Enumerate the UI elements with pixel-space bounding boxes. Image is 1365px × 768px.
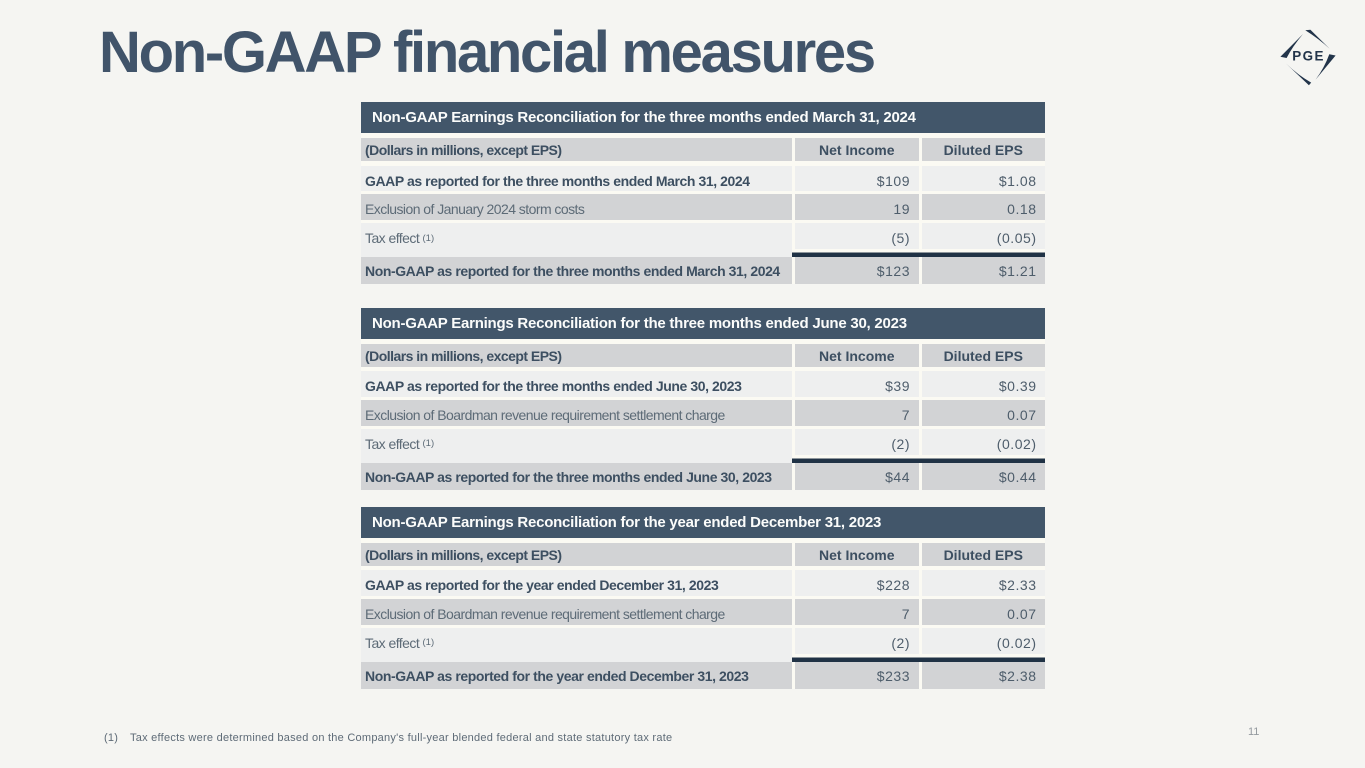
svg-text:PGE: PGE bbox=[1292, 48, 1325, 63]
